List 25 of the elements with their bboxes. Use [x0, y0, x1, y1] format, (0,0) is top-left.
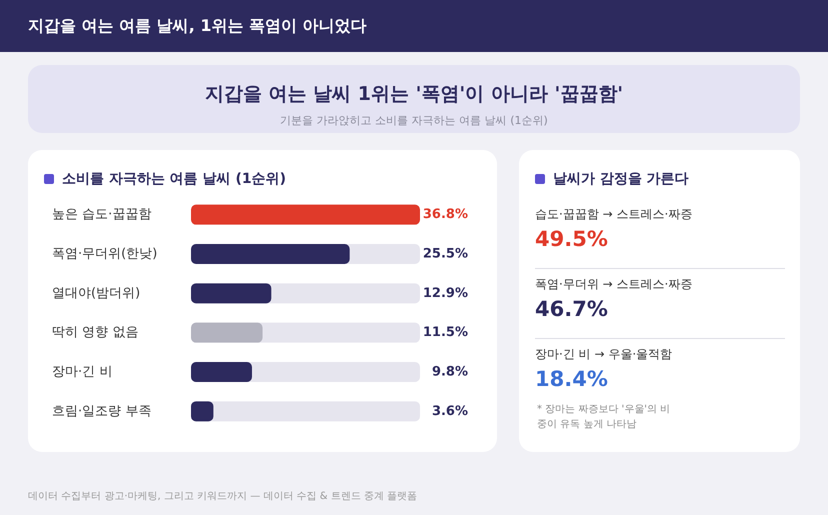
- data-label: 11.5%: [422, 325, 468, 340]
- data-label: 9.8%: [432, 364, 468, 380]
- data-label: 25.5%: [422, 246, 468, 262]
- y-tick-label: 딱히 영향 없음: [52, 325, 138, 340]
- text: 습도·꿉꿉함 → 스트레스·짜증: [535, 206, 694, 223]
- data-label: 3.6%: [432, 404, 468, 419]
- text: 18.4%: [535, 367, 609, 391]
- text: 49.5%: [535, 227, 609, 251]
- text: 날씨가 감정을 가른다: [552, 170, 689, 188]
- text: * 장마는 짜증보다 '우울'의 비중이 유독 높게 나타남: [537, 403, 672, 432]
- text: 기분을 가라앉히고 소비를 자극하는 여름 날씨 (1순위): [279, 113, 549, 128]
- y-tick-label: 높은 습도·꿉꿉함: [52, 207, 152, 222]
- y-tick-label: 장마·긴 비: [52, 364, 112, 380]
- chart-title: 소비를 자극하는 여름 날씨 (1순위): [61, 170, 286, 188]
- text: 데이터 수집부터 광고·마케팅, 그리고 키워드까지 — 데이터 수집 & 트렌드 중계 플랫폼: [28, 490, 418, 503]
- data-label: 36.8%: [422, 207, 468, 222]
- text: 장마·긴 비 → 우울·울적함: [535, 346, 674, 363]
- text: 46.7%: [535, 297, 609, 321]
- text: 폭염·무더위 → 스트레스·짜증: [535, 276, 694, 293]
- y-tick-label: 흐림·일조량 부족: [52, 404, 152, 419]
- y-tick-label: 폭염·무더위(한낮): [52, 246, 158, 262]
- y-tick-label: 열대야(밤더위): [52, 286, 140, 301]
- text: 지갑을 여는 날씨 1위는 '폭염'이 아니라 '꿉꿉함': [204, 82, 624, 107]
- data-label: 12.9%: [422, 286, 468, 301]
- text: 지갑을 여는 여름 날씨, 1위는 폭염이 아니었다: [28, 16, 367, 37]
